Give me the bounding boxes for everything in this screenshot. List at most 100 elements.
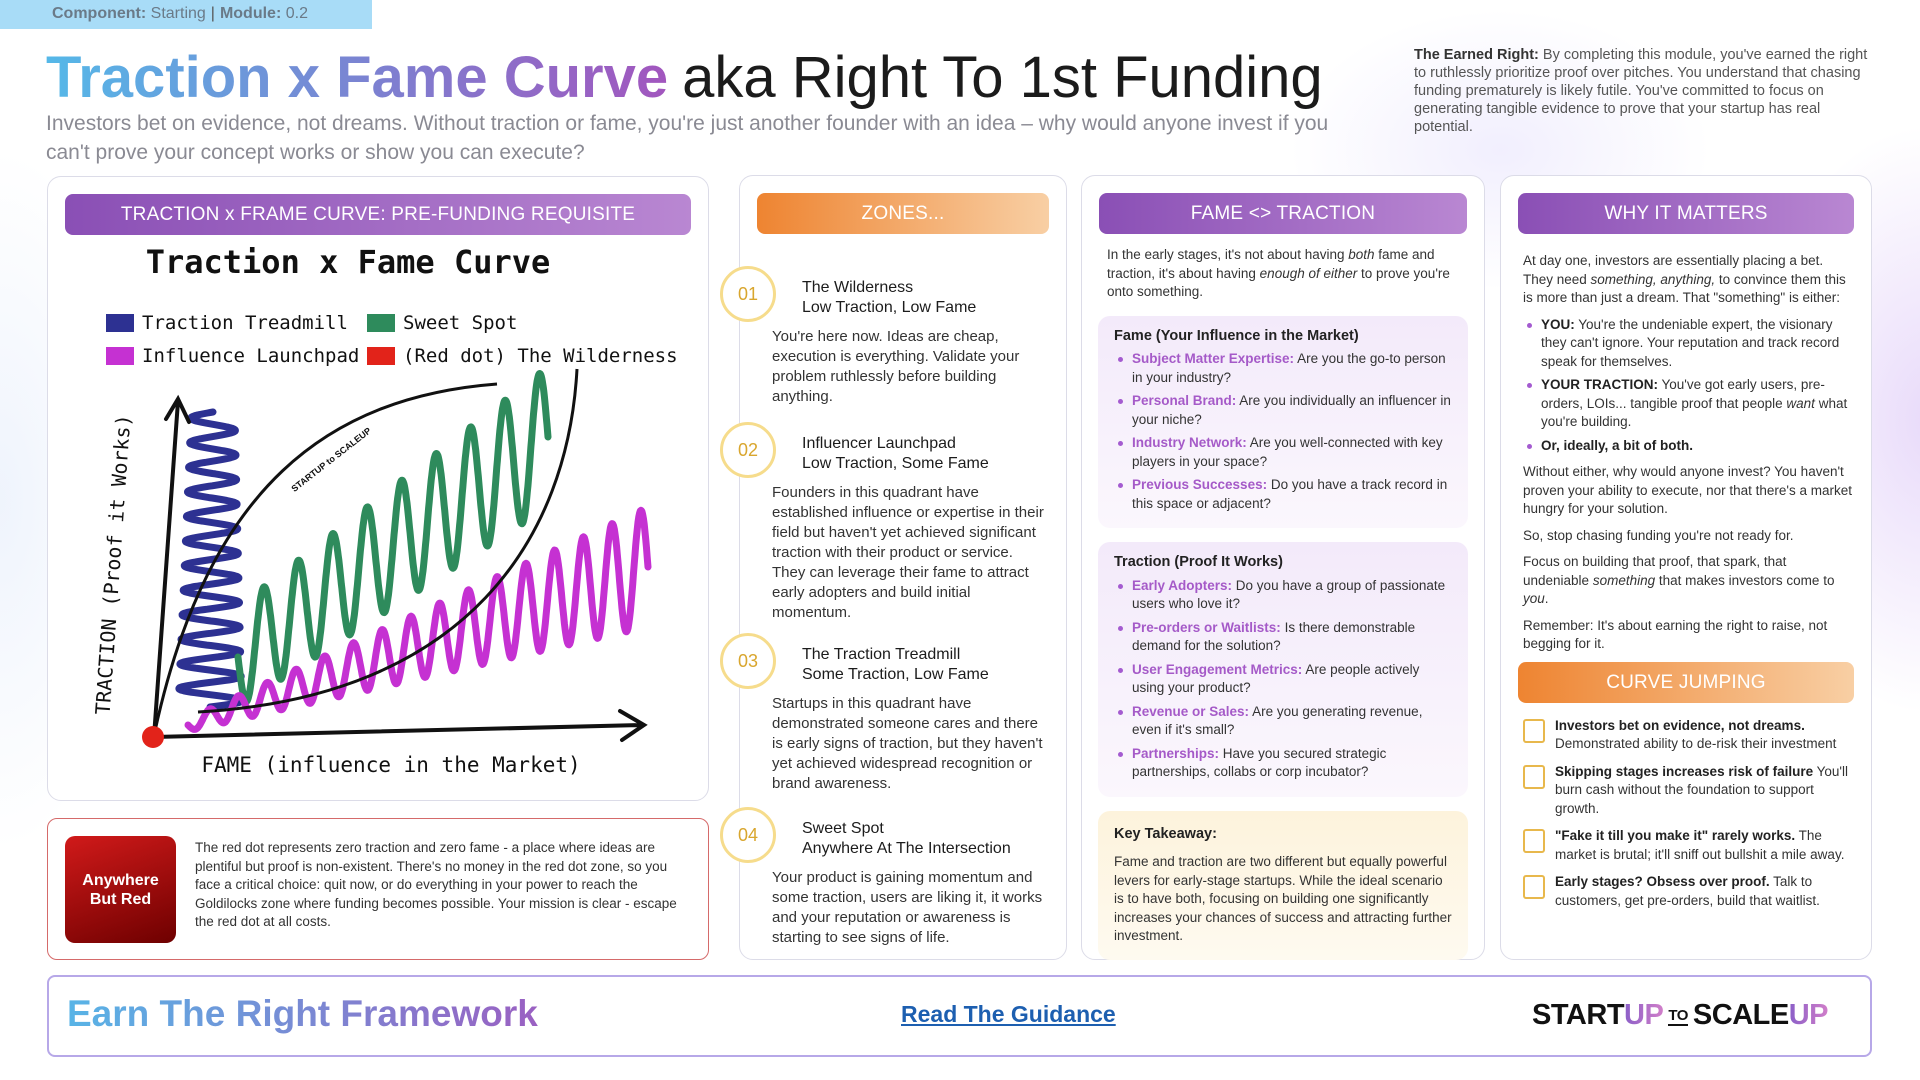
- text-run: .: [1544, 591, 1549, 606]
- zone-number: 04: [720, 807, 776, 863]
- curve-jumping-item: Skipping stages increases risk of failur…: [1523, 763, 1853, 819]
- bullet-text: Are you individually an influencer in yo…: [1132, 393, 1451, 427]
- red-dot: [142, 726, 164, 748]
- item-icon: [1523, 875, 1545, 899]
- tag-label: Component:: [52, 5, 147, 22]
- bullet-list: Subject Matter Expertise: Are you the go…: [1114, 350, 1452, 513]
- curves: [175, 370, 652, 733]
- takeaway-box: Key Takeaway: Fame and traction are two d…: [1098, 810, 1468, 960]
- illustration-title: Traction x Fame Curve: [146, 243, 551, 281]
- logo-part: START: [1532, 999, 1625, 1031]
- emphasis: enough of either: [1259, 265, 1358, 281]
- bullet-label: YOU:: [1541, 316, 1575, 332]
- footer: Earn The Right Framework Read The Guidan…: [47, 975, 1872, 1057]
- zone-text: Founders in this quadrant have establish…: [772, 484, 1044, 621]
- panel-heading: WHY IT MATTERS: [1518, 193, 1854, 234]
- bullet: Personal Brand: Are you individually an …: [1114, 392, 1452, 429]
- item-text: Skipping stages increases risk of failur…: [1555, 763, 1853, 819]
- zone-title: Sweet Spot: [802, 820, 884, 837]
- page-title: Traction x Fame Curve aka Right To 1st Fu…: [46, 44, 1323, 111]
- text-run: You're the undeniable expert, the vision…: [1541, 316, 1840, 369]
- box-heading: Traction (Proof It Works): [1114, 554, 1283, 570]
- bullet-label: Or, ideally, a bit of both.: [1541, 437, 1694, 453]
- bullet: Pre-orders or Waitlists: Is there demons…: [1114, 619, 1452, 656]
- legend-swatch: [367, 314, 395, 332]
- item-bold: "Fake it till you make it" rarely works.: [1555, 828, 1796, 843]
- zone-subtitle: Anywhere At The Intersection: [802, 839, 1011, 857]
- bullet: YOUR TRACTION: You've got early users, p…: [1523, 376, 1853, 432]
- zone-title: Influencer Launchpad: [802, 435, 956, 452]
- paragraph: So, stop chasing funding you're not read…: [1523, 527, 1853, 546]
- legend-label: Sweet Spot: [403, 312, 517, 334]
- bullet-list: YOU: You're the undeniable expert, the v…: [1523, 316, 1853, 456]
- zone: 01 The Wilderness Low Traction, Low Fame Yo…: [720, 266, 1066, 407]
- logo-part: UP: [1624, 999, 1664, 1031]
- bullet: Industry Network: Are you well-connected…: [1114, 434, 1452, 471]
- legend-label: Influence Launchpad: [142, 345, 359, 367]
- guidance-link[interactable]: Read The Guidance: [901, 1001, 1116, 1027]
- info-box: Fame (Your Influence in the Market) Subje…: [1098, 315, 1468, 528]
- squiggle: [175, 408, 246, 711]
- curve: [197, 368, 579, 714]
- bullet-label: Revenue or Sales:: [1132, 703, 1250, 719]
- curve-jumping-list: Investors bet on evidence, not dreams. D…: [1523, 717, 1853, 911]
- tag-value: 0.2: [285, 5, 308, 22]
- zone-subtitle: Some Traction, Low Fame: [802, 665, 989, 683]
- bullet: Revenue or Sales: Are you generating rev…: [1114, 703, 1452, 740]
- why-body: At day one, investors are essentially pl…: [1523, 252, 1853, 654]
- zone-subtitle: Low Traction, Low Fame: [802, 298, 977, 316]
- bullet-label: Personal Brand:: [1132, 393, 1237, 408]
- why-panel: WHY IT MATTERS At day one, investors are…: [1500, 175, 1872, 960]
- x-axis-label: FAME (influence in the Market): [201, 753, 580, 777]
- zone: 03 The Traction Treadmill Some Traction, L…: [720, 633, 1066, 794]
- zone-number: 03: [720, 633, 776, 689]
- bullet-label: YOUR TRACTION:: [1541, 377, 1658, 392]
- item-icon: [1523, 829, 1545, 853]
- subtitle: Investors bet on evidence, not dreams. W…: [46, 112, 1329, 164]
- title-rest: aka Right To 1st Funding: [682, 45, 1323, 110]
- y-axis-label: TRACTION (Proof it Works): [91, 414, 136, 716]
- bullet: Subject Matter Expertise: Are you the go…: [1114, 350, 1452, 387]
- bullet-label: Pre-orders or Waitlists:: [1132, 619, 1281, 635]
- text-run: that makes investors come to: [1655, 572, 1835, 588]
- text-run: to convince them this is more than just …: [1523, 271, 1846, 306]
- legend-swatch: [106, 314, 134, 332]
- text-run: to prove you're onto something.: [1107, 265, 1450, 300]
- panel-heading: ZONES...: [757, 193, 1049, 234]
- emphasis: want: [1786, 395, 1815, 411]
- zone-title: The Wilderness: [802, 279, 914, 296]
- curve: [153, 382, 498, 732]
- earned-right-label: The Earned Right:: [1414, 47, 1539, 63]
- zones-panel: ZONES... 01 The Wilderness Low Traction, L…: [720, 175, 1067, 960]
- bullet-text: Are you generating revenue, even if it's…: [1132, 703, 1423, 738]
- bullet: Previous Successes: Do you have a track …: [1114, 476, 1452, 513]
- item-bold: Early stages? Obsess over proof.: [1555, 874, 1770, 889]
- bullet-list: Early Adopters: Do you have a group of p…: [1114, 577, 1452, 782]
- zone-heading: Sweet Spot Anywhere At The Intersection: [802, 819, 1066, 858]
- panel-heading: CURVE JUMPING: [1518, 661, 1854, 703]
- bullet: Partnerships: Have you secured strategic…: [1114, 745, 1452, 782]
- legend-swatch: [367, 347, 395, 365]
- legend-label: Traction Treadmill: [142, 312, 348, 334]
- zone-number: 02: [720, 422, 776, 478]
- text-run: At day one, investors are essentially pl…: [1523, 253, 1824, 287]
- paragraph: Without either, why would anyone invest?…: [1523, 463, 1853, 519]
- zone-text: Your product is gaining momentum and som…: [772, 869, 1043, 946]
- curve-jumping-item: Investors bet on evidence, not dreams. D…: [1523, 717, 1853, 754]
- bullet: YOU: You're the undeniable expert, the v…: [1523, 316, 1853, 372]
- bullet-text: Is there demonstrable demand for the sol…: [1132, 619, 1416, 654]
- zone-number: 01: [720, 266, 776, 322]
- legend-swatch: [106, 347, 134, 365]
- title-highlight: Traction x Fame Curve: [46, 45, 669, 110]
- zone-heading: The Traction Treadmill Some Traction, Low…: [802, 645, 1066, 684]
- text-run: Without either, why would anyone invest?…: [1523, 464, 1852, 516]
- legend-label: (Red dot) The Wilderness: [403, 345, 678, 367]
- text-run: what you're building.: [1541, 395, 1848, 430]
- bullet: Or, ideally, a bit of both.: [1523, 437, 1853, 456]
- intro: In the early stages, it's not about havi…: [1107, 246, 1462, 302]
- squiggle: [184, 506, 652, 733]
- bullet-label: Partnerships:: [1132, 745, 1220, 761]
- box-heading: Key Takeaway:: [1114, 825, 1217, 842]
- emphasis: something: [1592, 572, 1656, 588]
